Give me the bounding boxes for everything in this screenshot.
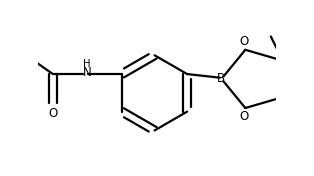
Text: O: O — [240, 35, 249, 48]
Text: H: H — [83, 59, 91, 69]
Text: O: O — [240, 110, 249, 123]
Text: B: B — [217, 72, 225, 85]
Text: O: O — [48, 107, 57, 120]
Text: N: N — [83, 66, 91, 79]
